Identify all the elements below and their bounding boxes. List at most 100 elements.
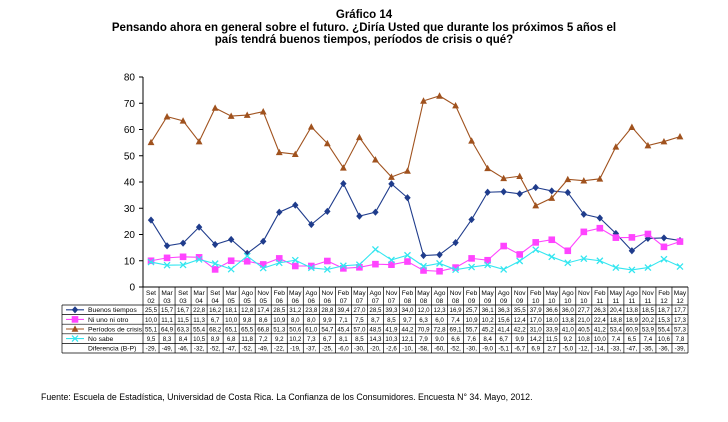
data-point-square — [500, 242, 507, 250]
x-tick-label-month: May — [353, 290, 366, 297]
x-tick-label-year: 05 — [244, 298, 252, 305]
data-point-triangle — [291, 150, 299, 157]
data-point-diamond — [436, 251, 443, 259]
data-point-square — [404, 258, 411, 265]
data-label: 10,0 — [145, 317, 158, 324]
data-label: 37,9 — [530, 307, 543, 314]
data-label: 17,0 — [530, 317, 543, 324]
y-tick-label: 20 — [124, 230, 136, 241]
extra-row-value: -30, — [466, 346, 477, 353]
x-tick-label-year: 08 — [452, 298, 460, 305]
data-point-square — [71, 316, 79, 323]
data-label: 10,0 — [594, 336, 607, 343]
extra-row-value: -29, — [146, 346, 157, 353]
extra-row-value: -20, — [370, 346, 381, 353]
data-label: 9,2 — [563, 336, 572, 343]
data-label: 17,4 — [257, 307, 270, 314]
data-label: 8,5 — [355, 336, 364, 343]
data-point-square — [420, 267, 427, 274]
data-label: 18,1 — [225, 307, 238, 314]
data-point-diamond — [308, 220, 315, 229]
data-point-x — [468, 263, 476, 271]
data-label: 11,3 — [193, 317, 205, 324]
y-tick-label: 30 — [124, 204, 136, 215]
extra-row-value: 6,9 — [531, 346, 540, 353]
data-point-diamond — [147, 216, 155, 224]
data-point-diamond — [324, 207, 331, 215]
data-point-square — [195, 254, 203, 261]
y-tick-label: 70 — [124, 99, 136, 110]
x-tick-label-year: 09 — [500, 298, 508, 305]
data-point-square — [548, 236, 556, 244]
data-point-x — [660, 255, 668, 263]
x-tick-label-year: 10 — [532, 298, 540, 305]
data-label: 7,5 — [355, 317, 364, 324]
data-label: 31,0 — [530, 326, 543, 333]
data-point-diamond — [195, 223, 203, 231]
data-label: 65,5 — [241, 326, 254, 333]
data-label: 7,4 — [644, 336, 653, 343]
data-point-x — [532, 246, 540, 254]
x-tick-label-month: May — [546, 290, 559, 297]
x-tick-label-month: Ago — [498, 290, 510, 297]
data-label: 66,8 — [257, 326, 270, 333]
x-tick-label-year: 02 — [147, 298, 155, 305]
data-label: 55,4 — [193, 326, 206, 333]
data-point-square — [564, 247, 572, 255]
data-label: 39,3 — [385, 307, 398, 314]
data-label: 36,1 — [482, 307, 495, 314]
data-point-square — [596, 224, 604, 232]
data-label: 41,4 — [498, 326, 511, 333]
data-point-triangle — [532, 202, 540, 209]
data-label: 10,9 — [466, 317, 479, 324]
data-label: 57,0 — [353, 326, 366, 333]
data-label: 45,4 — [337, 326, 350, 333]
data-label: 25,5 — [145, 307, 158, 314]
data-point-triangle — [323, 139, 331, 147]
chart-series — [147, 92, 684, 275]
x-tick-label-year: 08 — [436, 298, 444, 305]
x-tick-label-month: Nov — [257, 290, 269, 297]
data-label: 12,0 — [417, 307, 430, 314]
data-point-diamond — [163, 242, 171, 250]
data-point-square — [388, 261, 395, 268]
data-label: 8,5 — [387, 317, 396, 324]
data-point-square — [468, 255, 475, 262]
data-point-square — [644, 230, 652, 238]
data-point-square — [324, 257, 331, 265]
data-point-x — [452, 266, 460, 274]
extra-row-value: -5,1 — [498, 346, 509, 353]
data-point-x — [387, 256, 395, 264]
data-label: 12,8 — [241, 307, 254, 314]
data-label: 53,9 — [642, 326, 655, 333]
x-tick-label-month: Ago — [370, 290, 382, 297]
data-point-x — [211, 260, 219, 268]
data-point-square — [147, 257, 155, 265]
legend-label: Períodos de crisis — [88, 326, 143, 333]
data-label: 10,9 — [273, 317, 286, 324]
extra-row-value: -2,6 — [386, 346, 397, 353]
data-point-triangle — [259, 108, 267, 115]
extra-row-value: -22, — [274, 346, 285, 353]
extra-row-value: -33, — [611, 346, 622, 353]
data-point-square — [628, 234, 636, 241]
series-2 — [147, 92, 684, 209]
data-point-x — [596, 257, 604, 265]
x-tick-label-year: 06 — [292, 298, 300, 305]
x-tick-label-year: 10 — [580, 298, 588, 305]
chart-title-block: Gráfico 14 Pensando ahora en general sob… — [0, 9, 728, 47]
data-point-x — [484, 261, 492, 269]
data-point-triangle — [211, 104, 219, 111]
x-tick-label-year: 09 — [484, 298, 492, 305]
data-point-x — [564, 259, 572, 267]
x-tick-label-year: 11 — [644, 298, 651, 305]
data-point-triangle — [243, 111, 251, 118]
y-tick-label: 0 — [129, 283, 135, 294]
data-label: 45,2 — [482, 326, 495, 333]
extra-row-value: -49, — [162, 346, 173, 353]
x-tick-label-month: Feb — [658, 290, 670, 297]
extra-row-value: -5,0 — [562, 346, 573, 353]
legend-label: No sabe — [88, 336, 114, 343]
data-label: 10,6 — [658, 336, 671, 343]
data-label: 34,0 — [401, 307, 414, 314]
